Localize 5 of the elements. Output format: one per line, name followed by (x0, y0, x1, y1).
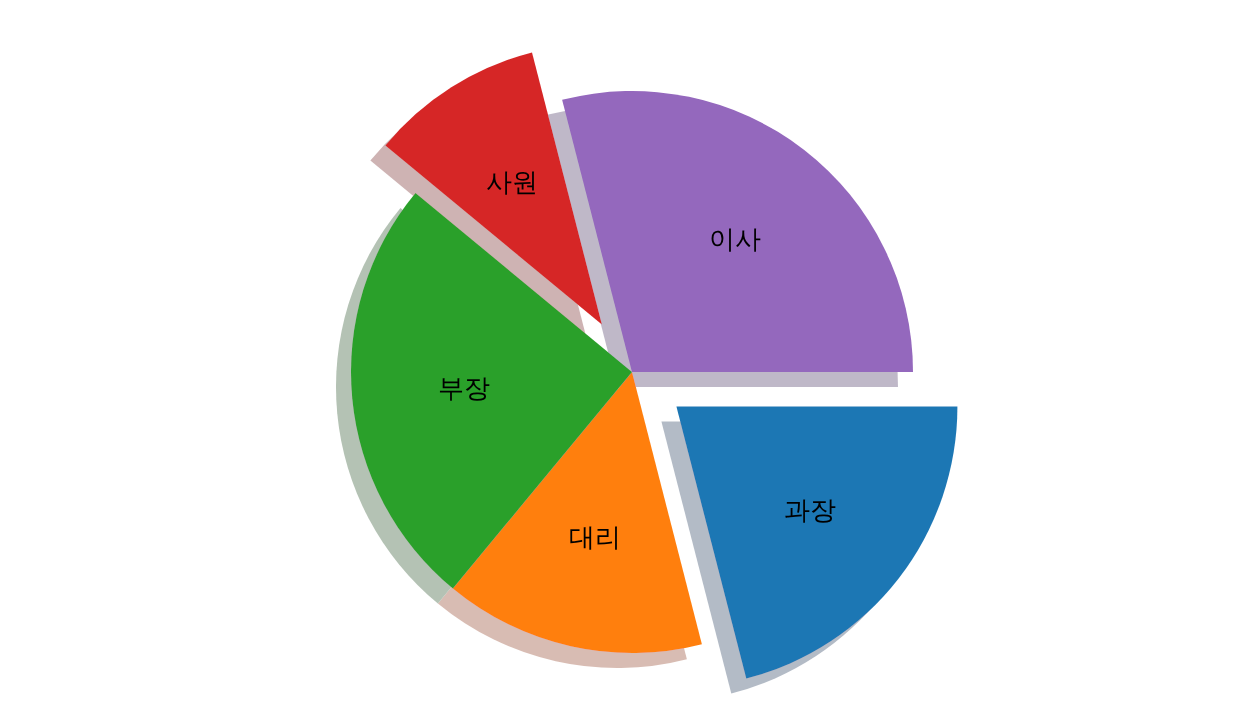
slice-label: 이사 (709, 223, 762, 254)
slice-label: 사원 (485, 167, 538, 198)
slice-label: 과장 (783, 494, 836, 525)
slice-label: 부장 (438, 372, 491, 403)
slice-label: 대리 (569, 521, 622, 552)
